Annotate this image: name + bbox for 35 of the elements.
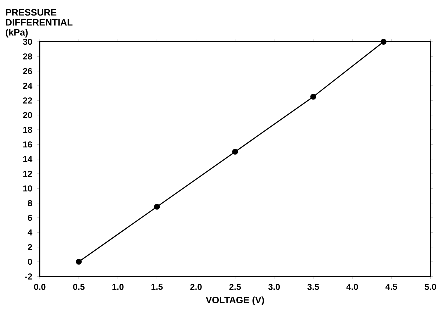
x-tick-label: 0.0 — [34, 284, 46, 290]
point — [380, 39, 387, 45]
y-tick-label: 20 — [23, 112, 32, 118]
y-tick-label: 8 — [28, 200, 32, 206]
point — [154, 204, 160, 210]
y-tick-label: 24 — [23, 82, 33, 90]
x-tick-label: 2.5 — [230, 284, 242, 290]
y-tick-label: 22 — [23, 98, 32, 104]
x-tick-label: 1.5 — [152, 284, 163, 290]
x-tick-label: 1.0 — [112, 284, 124, 290]
y-tick-label: 12 — [24, 170, 32, 178]
y-axis-title: PRESSURE DIFFERENTIAL (kPa) — [6, 9, 73, 38]
x-tick-label: 4.5 — [386, 284, 398, 290]
point — [310, 94, 316, 100]
y-tick-label: 2 — [28, 244, 32, 250]
x-tick-label: 5.0 — [424, 284, 436, 290]
y-tick-label: 18 — [24, 126, 32, 134]
x-tick-label: 4.0 — [346, 284, 358, 290]
x-axis-title: VOLTAGE (V) — [206, 296, 264, 306]
x-tick-label: 3.5 — [308, 284, 320, 290]
y-tick-label: 0 — [28, 258, 32, 266]
y-tick-label: 10 — [24, 186, 32, 192]
y-tick-label: -2 — [25, 274, 32, 280]
y-tick-label: 26 — [23, 68, 32, 74]
point — [232, 149, 238, 155]
y-tick-label: 16 — [24, 142, 32, 148]
y-tick-label: 4 — [28, 230, 33, 236]
x-tick-label: 0.5 — [73, 284, 85, 290]
point — [76, 259, 82, 265]
x-tick-label: 3.0 — [268, 284, 280, 290]
y-tick-label: 14 — [24, 156, 33, 162]
y-tick-label: 28 — [23, 54, 32, 60]
y-tick-label: 6 — [28, 214, 32, 222]
y-tick-label: 30 — [23, 38, 32, 46]
x-tick-label: 2.0 — [190, 284, 202, 290]
